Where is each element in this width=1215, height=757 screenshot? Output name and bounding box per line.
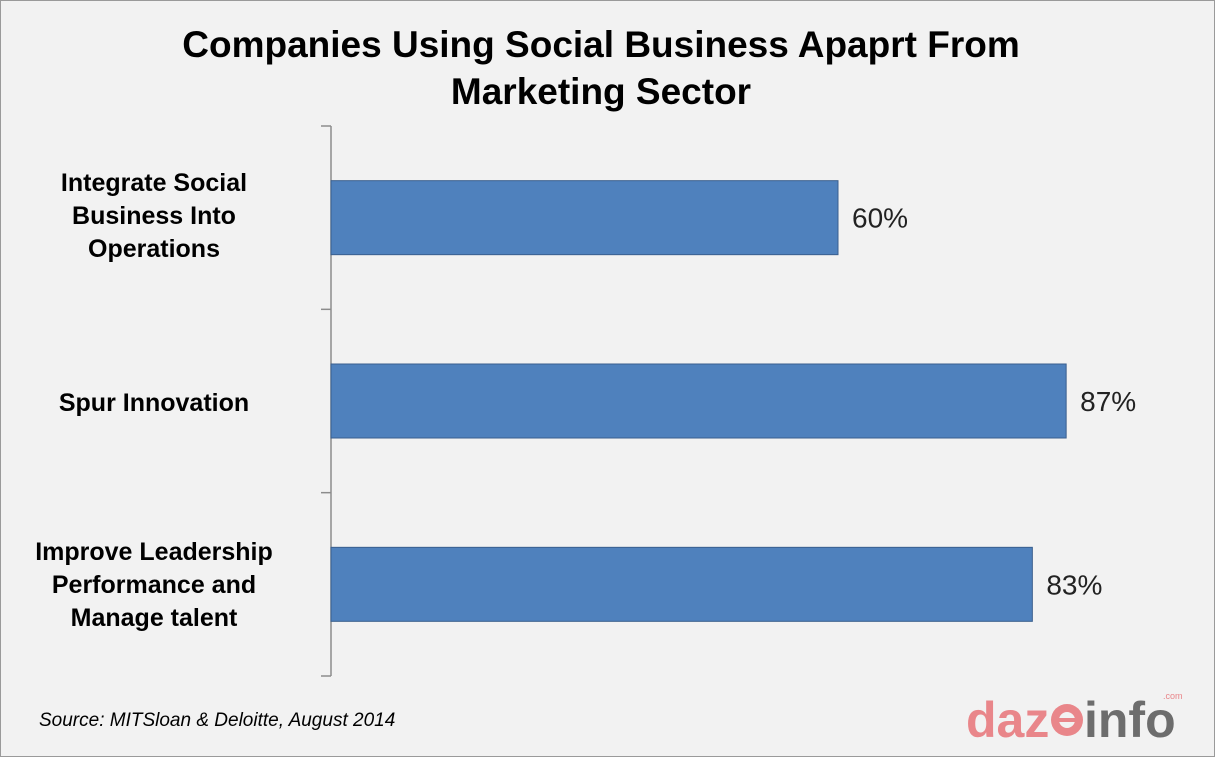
category-label-0: Integrate Social Business Into Operation… xyxy=(60,169,248,263)
dazeinfo-logo: daz info .com xyxy=(966,691,1183,747)
source-note: Source: MITSloan & Deloitte, August 2014 xyxy=(39,710,396,731)
data-label-0: 60% xyxy=(852,203,908,234)
chart-title: Companies Using Social Business Apaprt F… xyxy=(182,24,1020,112)
bar-2 xyxy=(330,546,1033,622)
bar-1 xyxy=(330,363,1067,439)
data-label-2: 83% xyxy=(1046,569,1102,600)
data-label-1: 87% xyxy=(1080,386,1136,417)
category-label-1: Spur Innovation xyxy=(58,389,250,417)
logo-text-com: .com xyxy=(1163,691,1183,701)
bar-0 xyxy=(330,180,839,256)
logo-e-mark xyxy=(1051,704,1083,736)
logo-text-daz: daz xyxy=(966,692,1049,747)
logo-text-info: info xyxy=(1084,692,1176,747)
category-label-2: Improve Leadership Performance and Manag… xyxy=(35,538,273,632)
